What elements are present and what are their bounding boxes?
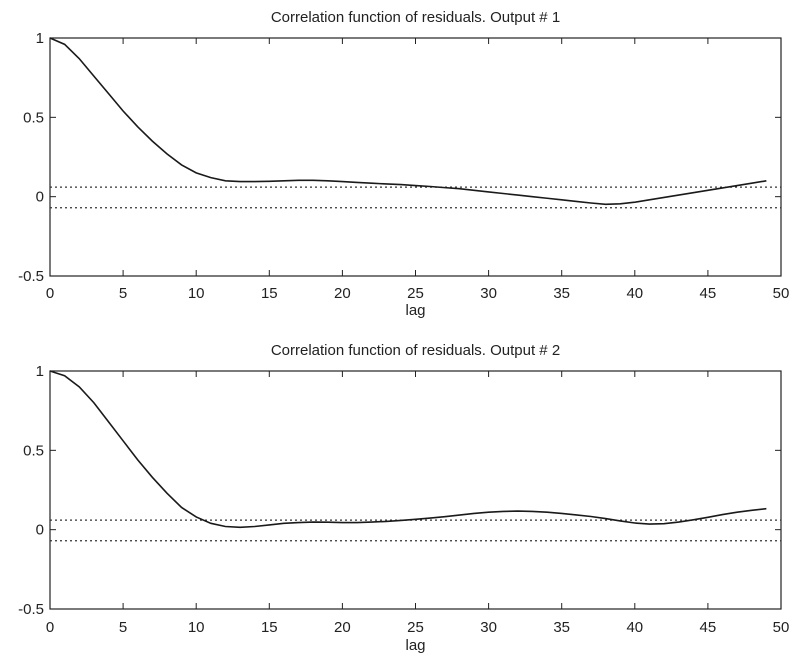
x-tick-label: 10 xyxy=(188,285,205,302)
y-tick-label: -0.5 xyxy=(18,601,44,618)
x-tick-label: 25 xyxy=(407,619,424,636)
x-tick-label: 5 xyxy=(119,285,127,302)
x-tick-label: 15 xyxy=(261,285,278,302)
x-tick-label: 35 xyxy=(553,619,570,636)
x-tick-label: 0 xyxy=(46,285,54,302)
x-tick-label: 35 xyxy=(553,285,570,302)
x-tick-label: 50 xyxy=(773,285,790,302)
y-tick-label: -0.5 xyxy=(18,268,44,285)
y-tick-label: 1 xyxy=(36,30,44,47)
x-tick-label: 0 xyxy=(46,619,54,636)
x-tick-label: 50 xyxy=(773,619,790,636)
x-tick-label: 30 xyxy=(480,285,497,302)
chart-output-2: Correlation function of residuals. Outpu… xyxy=(18,342,789,654)
x-tick-label: 45 xyxy=(700,285,717,302)
y-tick-label: 0 xyxy=(36,522,44,539)
y-tick-label: 0 xyxy=(36,189,44,206)
x-axis-label: lag xyxy=(405,637,425,654)
y-tick-label: 1 xyxy=(36,363,44,380)
x-axis-label: lag xyxy=(405,302,425,319)
y-tick-label: 0.5 xyxy=(23,109,44,126)
plot-frame xyxy=(49,37,782,277)
chart-title: Correlation function of residuals. Outpu… xyxy=(271,342,560,359)
x-tick-label: 25 xyxy=(407,285,424,302)
y-tick-label: 0.5 xyxy=(23,442,44,459)
x-tick-label: 20 xyxy=(334,619,351,636)
chart-output-1: Correlation function of residuals. Outpu… xyxy=(18,9,789,319)
plot-frame xyxy=(49,370,782,610)
x-tick-label: 5 xyxy=(119,619,127,636)
x-tick-label: 10 xyxy=(188,619,205,636)
x-tick-label: 40 xyxy=(626,619,643,636)
chart-title: Correlation function of residuals. Outpu… xyxy=(271,9,560,26)
correlation-series-line xyxy=(49,37,767,206)
x-tick-label: 15 xyxy=(261,619,278,636)
x-tick-label: 30 xyxy=(480,619,497,636)
x-tick-label: 20 xyxy=(334,285,351,302)
x-tick-label: 40 xyxy=(626,285,643,302)
correlation-series-line xyxy=(49,370,767,529)
x-tick-label: 45 xyxy=(700,619,717,636)
